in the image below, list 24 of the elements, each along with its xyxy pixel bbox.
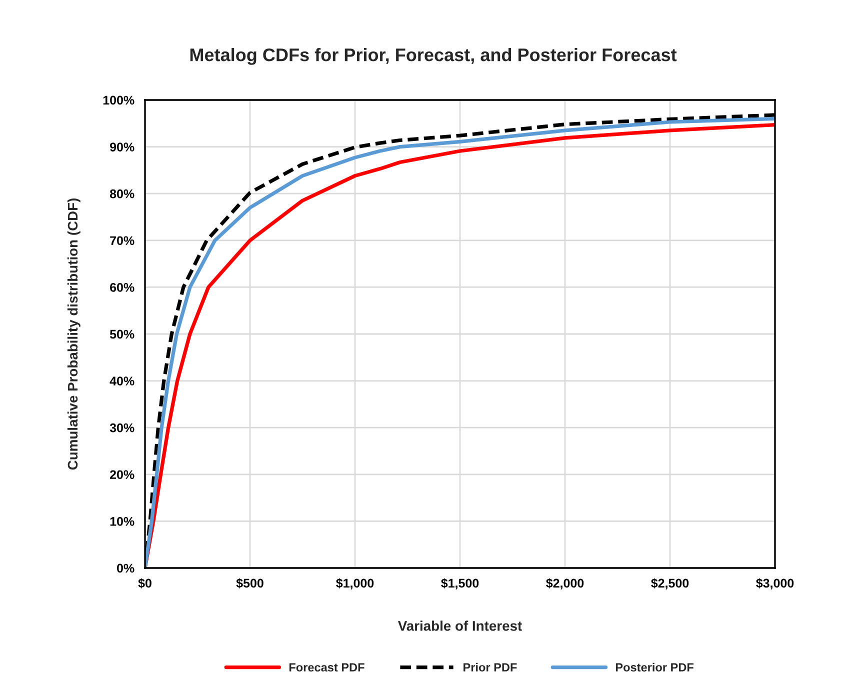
x-tick-label: $2,000 bbox=[546, 578, 584, 590]
y-tick-label: 100% bbox=[103, 96, 134, 105]
legend-label: Forecast PDF bbox=[289, 663, 364, 672]
x-tick-label: $2,500 bbox=[651, 578, 689, 590]
y-tick-label: 50% bbox=[110, 330, 134, 339]
y-tick-label: 60% bbox=[110, 283, 134, 292]
x-axis-title: Variable of Interest bbox=[398, 620, 522, 631]
x-tick-label: $3,000 bbox=[756, 578, 794, 590]
legend-label: Prior PDF bbox=[464, 662, 517, 672]
x-tick-label: $1,500 bbox=[441, 578, 479, 590]
y-tick-label: 20% bbox=[110, 470, 134, 480]
y-tick-label: 30% bbox=[110, 423, 134, 432]
y-tick-label: 70% bbox=[110, 236, 134, 246]
y-axis-title: Cumulative Probability distribution (CDF) bbox=[67, 198, 80, 470]
chart-title: Metalog CDFs for Prior, Forecast, and Posterior Forecast bbox=[190, 48, 677, 65]
x-tick-label: $1,000 bbox=[336, 578, 374, 590]
y-tick-label: 90% bbox=[110, 142, 134, 152]
y-tick-label: 10% bbox=[110, 517, 134, 526]
x-tick-label: $0 bbox=[138, 578, 152, 588]
y-tick-label: 40% bbox=[110, 376, 134, 386]
legend-label: Posterior PDF bbox=[616, 662, 694, 672]
x-tick-label: $500 bbox=[236, 578, 264, 588]
y-tick-label: 80% bbox=[110, 189, 134, 198]
y-tick-label: 0% bbox=[117, 564, 134, 573]
